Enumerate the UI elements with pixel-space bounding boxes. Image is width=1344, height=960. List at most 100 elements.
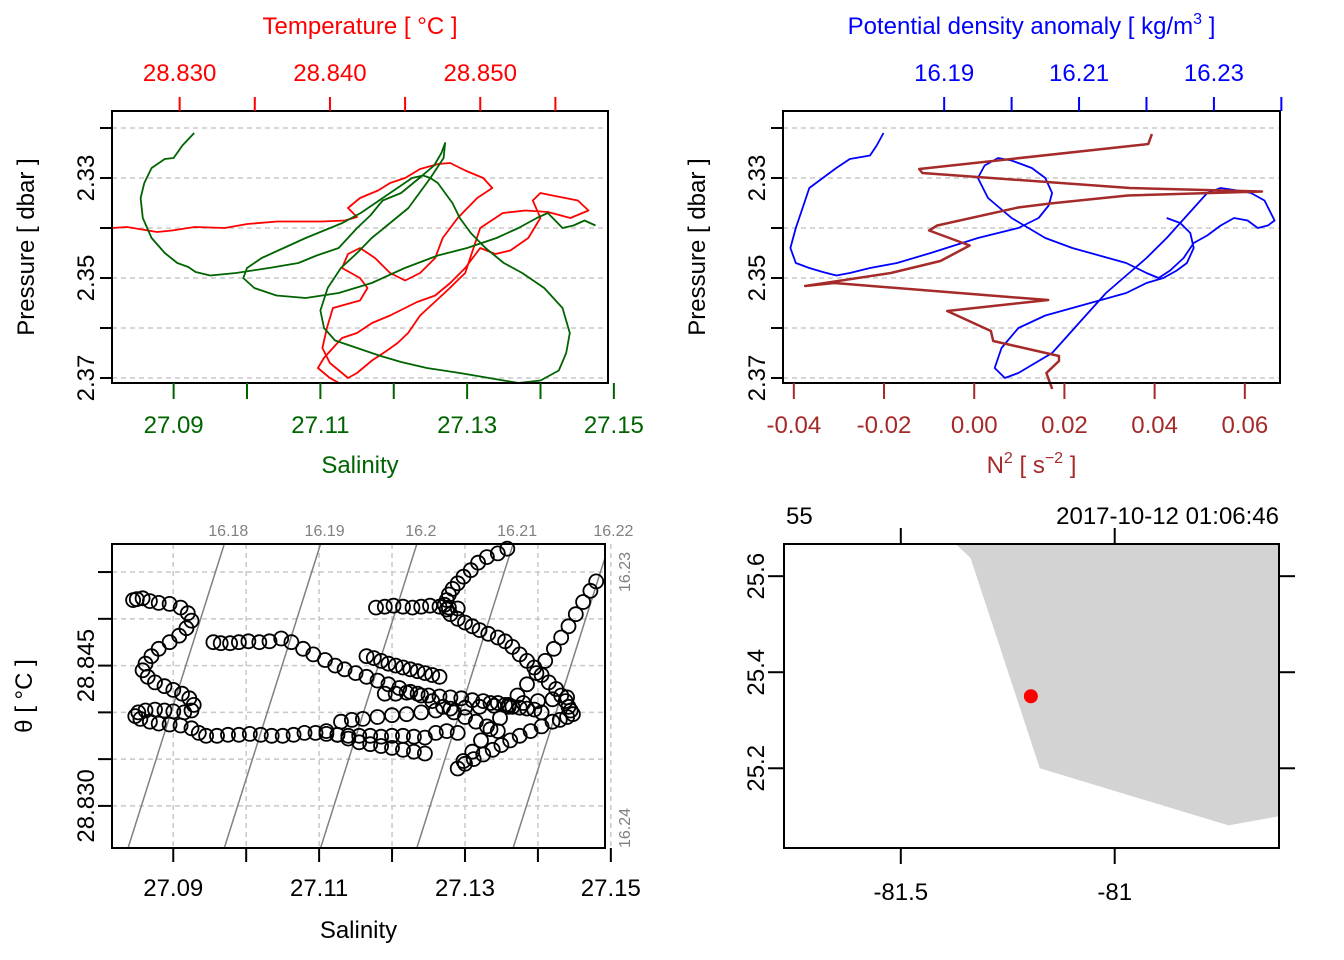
p2-top-label-main: Potential density anomaly [ kg/m bbox=[848, 13, 1194, 40]
ts-point bbox=[567, 606, 584, 623]
ts-point bbox=[553, 629, 570, 646]
ts-point bbox=[537, 653, 554, 669]
ts-point bbox=[340, 730, 357, 747]
p4-axes: -81.5 -81 25.2 25.4 25.6 bbox=[743, 528, 1295, 906]
station-marker[interactable] bbox=[1023, 689, 1038, 704]
p1-series bbox=[111, 132, 596, 384]
ts-point bbox=[427, 725, 444, 741]
y-tick-label: 2.37 bbox=[73, 355, 100, 402]
x-tick-label: 27.13 bbox=[435, 875, 495, 902]
ts-point bbox=[351, 734, 368, 751]
ts-point bbox=[480, 625, 497, 642]
x-tick-label: -81 bbox=[1097, 879, 1132, 906]
ts-point bbox=[449, 610, 466, 627]
ts-point bbox=[484, 741, 501, 758]
ts-point bbox=[384, 740, 400, 756]
ts-point bbox=[551, 712, 568, 728]
series-line-salinity bbox=[139, 132, 596, 384]
ts-point bbox=[385, 597, 402, 614]
p2-top-axis-label: Potential density anomaly [ kg/m3 ] bbox=[848, 11, 1216, 40]
bottom-tick-label: 0.02 bbox=[1041, 412, 1088, 439]
p1-top-axis-label: Temperature [ °C ] bbox=[263, 13, 458, 40]
ts-point bbox=[533, 704, 550, 721]
ts-point bbox=[380, 655, 397, 672]
ts-point bbox=[449, 600, 466, 617]
map-timestamp: 2017-10-12 01:06:46 bbox=[1056, 503, 1279, 530]
ts-point bbox=[511, 727, 528, 744]
ts-point bbox=[398, 706, 415, 723]
ts-point bbox=[209, 727, 225, 744]
ts-point bbox=[387, 685, 404, 702]
ts-point bbox=[285, 726, 302, 743]
series-line-n2 bbox=[803, 133, 1264, 390]
ts-point bbox=[358, 648, 375, 665]
p2-bottom-label-mid: [ s bbox=[1013, 452, 1045, 479]
bottom-tick-label: 0.06 bbox=[1221, 412, 1268, 439]
panel-station-map: -81.5 -81 25.2 25.4 25.6 55 2017-10-12 01:06… bbox=[743, 503, 1295, 906]
ts-point bbox=[368, 599, 384, 616]
ts-point bbox=[449, 575, 466, 592]
x-tick-label: -81.5 bbox=[873, 879, 928, 906]
p2-gridlines bbox=[783, 127, 1280, 379]
ts-point bbox=[220, 726, 236, 743]
p4-plot-frame bbox=[783, 543, 1280, 849]
ts-point bbox=[416, 665, 433, 681]
ts-point bbox=[358, 668, 375, 685]
series-line-temperature bbox=[111, 162, 590, 384]
top-tick-label: 28.840 bbox=[293, 60, 366, 87]
ts-point bbox=[134, 590, 151, 607]
ts-point bbox=[482, 721, 499, 738]
bottom-tick-label: 27.15 bbox=[584, 412, 644, 439]
ts-point bbox=[336, 661, 353, 678]
ts-point bbox=[373, 738, 390, 754]
ts-point bbox=[395, 659, 411, 676]
map-station-number: 55 bbox=[786, 503, 813, 530]
ts-point bbox=[405, 743, 422, 760]
isopycnal-label: 16.22 bbox=[593, 523, 633, 540]
p2-y-axis-label: Pressure [ dbar ] bbox=[684, 158, 711, 335]
y-tick-label: 2.33 bbox=[73, 155, 100, 202]
bottom-tick-label: 27.09 bbox=[144, 412, 204, 439]
p1-gridlines bbox=[112, 127, 608, 379]
ts-point bbox=[502, 732, 519, 749]
bottom-tick-label: -0.02 bbox=[857, 412, 912, 439]
top-tick-label: 28.830 bbox=[143, 60, 216, 87]
ts-point bbox=[409, 663, 426, 680]
ts-point bbox=[132, 711, 149, 727]
ts-point bbox=[395, 598, 411, 615]
p3-x-axis-label: Salinity bbox=[320, 917, 397, 944]
p3-points bbox=[125, 540, 605, 777]
ts-point bbox=[528, 665, 545, 681]
ts-point bbox=[464, 743, 481, 760]
p2-axes: 2.33 2.35 2.37 16.19 16.21 16.23 -0.04 -0.02 0.0… bbox=[744, 60, 1283, 439]
ts-point bbox=[156, 678, 173, 695]
isopycnal-label: 16.21 bbox=[497, 523, 537, 540]
p3-axes: 27.09 27.11 27.13 27.15 28.830 28.845 bbox=[73, 571, 641, 902]
isopycnal-label: 16.2 bbox=[405, 523, 436, 540]
ts-point bbox=[376, 598, 393, 615]
ts-point bbox=[251, 634, 268, 651]
ts-point bbox=[183, 702, 200, 719]
x-tick-label: 27.15 bbox=[581, 875, 641, 902]
ts-point bbox=[588, 573, 605, 590]
ts-point bbox=[376, 685, 393, 702]
ts-point bbox=[420, 687, 437, 704]
p2-series bbox=[789, 132, 1276, 390]
bottom-tick-label: 27.11 bbox=[291, 412, 349, 439]
ts-point bbox=[478, 549, 495, 565]
ts-point bbox=[263, 727, 280, 744]
ts-point bbox=[489, 695, 506, 711]
ts-point bbox=[198, 727, 215, 744]
bottom-tick-label: 0.04 bbox=[1131, 412, 1178, 439]
isopycnal-label: 16.19 bbox=[305, 523, 345, 540]
ts-point bbox=[464, 618, 481, 635]
ts-point bbox=[489, 629, 506, 646]
ts-point bbox=[449, 725, 466, 741]
x-tick-label: 27.09 bbox=[143, 875, 203, 902]
p2-bottom-label-sup: 2 bbox=[1004, 450, 1013, 467]
y-tick-label: 25.4 bbox=[743, 649, 770, 696]
ts-point bbox=[261, 633, 278, 650]
x-tick-label: 27.11 bbox=[290, 875, 348, 902]
ts-point bbox=[499, 540, 516, 557]
ts-point bbox=[405, 728, 422, 745]
